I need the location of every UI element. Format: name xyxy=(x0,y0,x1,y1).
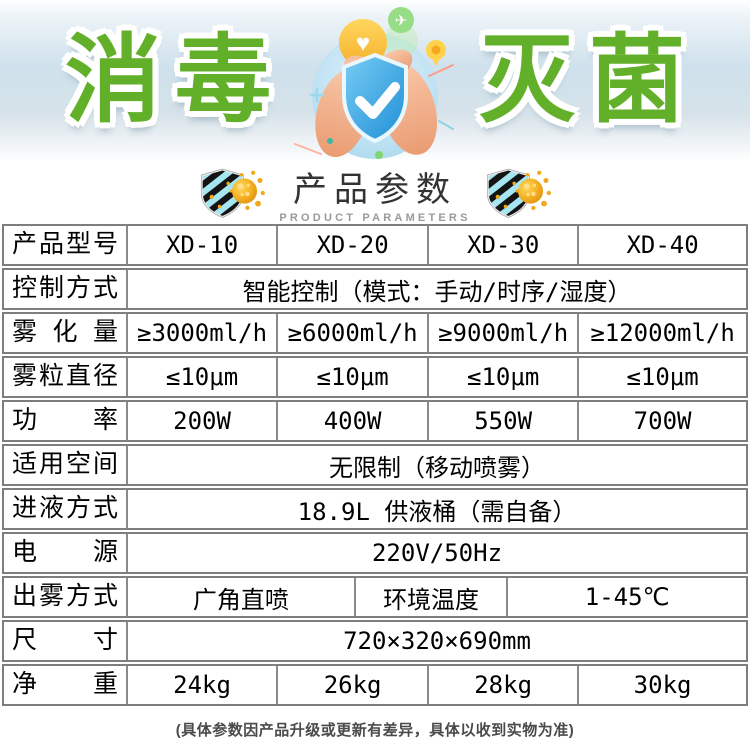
table-row: 适用空间 无限制（移动喷雾） xyxy=(2,444,748,486)
row-label: 电源 xyxy=(12,538,118,566)
spec-value-cell: 700W xyxy=(577,402,746,440)
params-subtitle: PRODUCT PARAMETERS xyxy=(279,212,471,224)
spec-value-cell: ≤10μm xyxy=(126,358,276,396)
spec-value-cell: XD-40 xyxy=(577,226,746,264)
row-label: 雾化量 xyxy=(12,318,118,346)
spec-value-cell: ≥3000ml/h xyxy=(126,314,276,352)
table-row: 净重 24kg 26kg 28kg 30kg xyxy=(2,664,748,706)
row-label: 尺寸 xyxy=(12,626,118,654)
footer-disclaimer: (具体参数因产品升级或更新有差异，具体以收到实物为准) xyxy=(175,722,575,739)
spec-value-cell: XD-20 xyxy=(276,226,427,264)
row-label: 雾粒直径 xyxy=(12,362,118,390)
spec-value-cell: ≥6000ml/h xyxy=(276,314,427,352)
hero-title-left: 消毒 xyxy=(65,27,285,134)
spec-value-cell: ≤10μm xyxy=(276,358,427,396)
table-row: 进液方式 18.9L 供液桶（需自备） xyxy=(2,488,748,530)
spec-value-cell: 18.9L 供液桶（需自备） xyxy=(126,490,746,528)
row-label: 适用空间 xyxy=(12,450,118,478)
spec-value-cell: 广角直喷 xyxy=(126,578,354,616)
params-header: 产品参数 PRODUCT PARAMETERS xyxy=(0,162,750,224)
params-title: 产品参数 xyxy=(292,171,457,209)
spec-value-cell: 400W xyxy=(276,402,427,440)
table-row: 控制方式 智能控制（模式：手动/时序/湿度） xyxy=(2,268,748,310)
spec-value-cell: ≤10μm xyxy=(427,358,577,396)
row-label: 净重 xyxy=(12,670,118,698)
svg-text:✈: ✈ xyxy=(395,13,408,30)
spec-value-cell: 1-45℃ xyxy=(506,578,746,616)
spec-table: 产品型号 XD-10 XD-20 XD-30 XD-40 控制方式 智能控制（模式：手动/时… xyxy=(2,224,748,706)
row-label: 控制方式 xyxy=(12,274,118,302)
spec-value-cell: 28kg xyxy=(427,666,577,704)
row-label: 进液方式 xyxy=(12,494,118,522)
spec-value-cell: 550W xyxy=(427,402,577,440)
spec-value-cell: 30kg xyxy=(577,666,746,704)
spec-value-cell: 26kg xyxy=(276,666,427,704)
table-row: 雾化量 ≥3000ml/h ≥6000ml/h ≥9000ml/h ≥12000ml/h xyxy=(2,312,748,354)
hero-banner: 消毒 ✈ ♥ xyxy=(0,0,750,162)
row-label: 出雾方式 xyxy=(12,582,118,610)
shield-virus-icon xyxy=(485,167,551,219)
table-row: 电源 220V/50Hz xyxy=(2,532,748,574)
spec-value-cell: 智能控制（模式：手动/时序/湿度） xyxy=(126,270,746,308)
shield-virus-icon xyxy=(199,167,265,219)
table-row: 出雾方式 广角直喷 环境温度 1-45℃ xyxy=(2,576,748,618)
params-header-text: 产品参数 PRODUCT PARAMETERS xyxy=(279,162,470,224)
table-row: 功率 200W 400W 550W 700W xyxy=(2,400,748,442)
spec-value-cell: ≥9000ml/h xyxy=(427,314,577,352)
table-row: 雾粒直径 ≤10μm ≤10μm ≤10μm ≤10μm xyxy=(2,356,748,398)
row-label: 产品型号 xyxy=(12,230,118,258)
spec-value-cell: ≤10μm xyxy=(577,358,746,396)
spec-value-cell: 720×320×690mm xyxy=(126,622,746,660)
spec-value-cell: XD-10 xyxy=(126,226,276,264)
spec-value-cell: 220V/50Hz xyxy=(126,534,746,572)
spec-value-cell: 200W xyxy=(126,402,276,440)
table-row: 产品型号 XD-10 XD-20 XD-30 XD-40 xyxy=(2,224,748,266)
svg-text:♥: ♥ xyxy=(356,30,370,57)
spec-value-cell: 24kg xyxy=(126,666,276,704)
row-label: 功率 xyxy=(12,406,118,434)
spec-value-cell: ≥12000ml/h xyxy=(577,314,746,352)
spec-value-cell: 环境温度 xyxy=(353,578,507,616)
spec-value-cell: 无限制（移动喷雾） xyxy=(126,446,746,484)
hands-holding-shield-illustration: ✈ ♥ xyxy=(294,7,454,159)
hero-title-right: 灭菌 xyxy=(479,27,699,134)
table-row: 尺寸 720×320×690mm xyxy=(2,620,748,662)
spec-value-cell: XD-30 xyxy=(427,226,577,264)
